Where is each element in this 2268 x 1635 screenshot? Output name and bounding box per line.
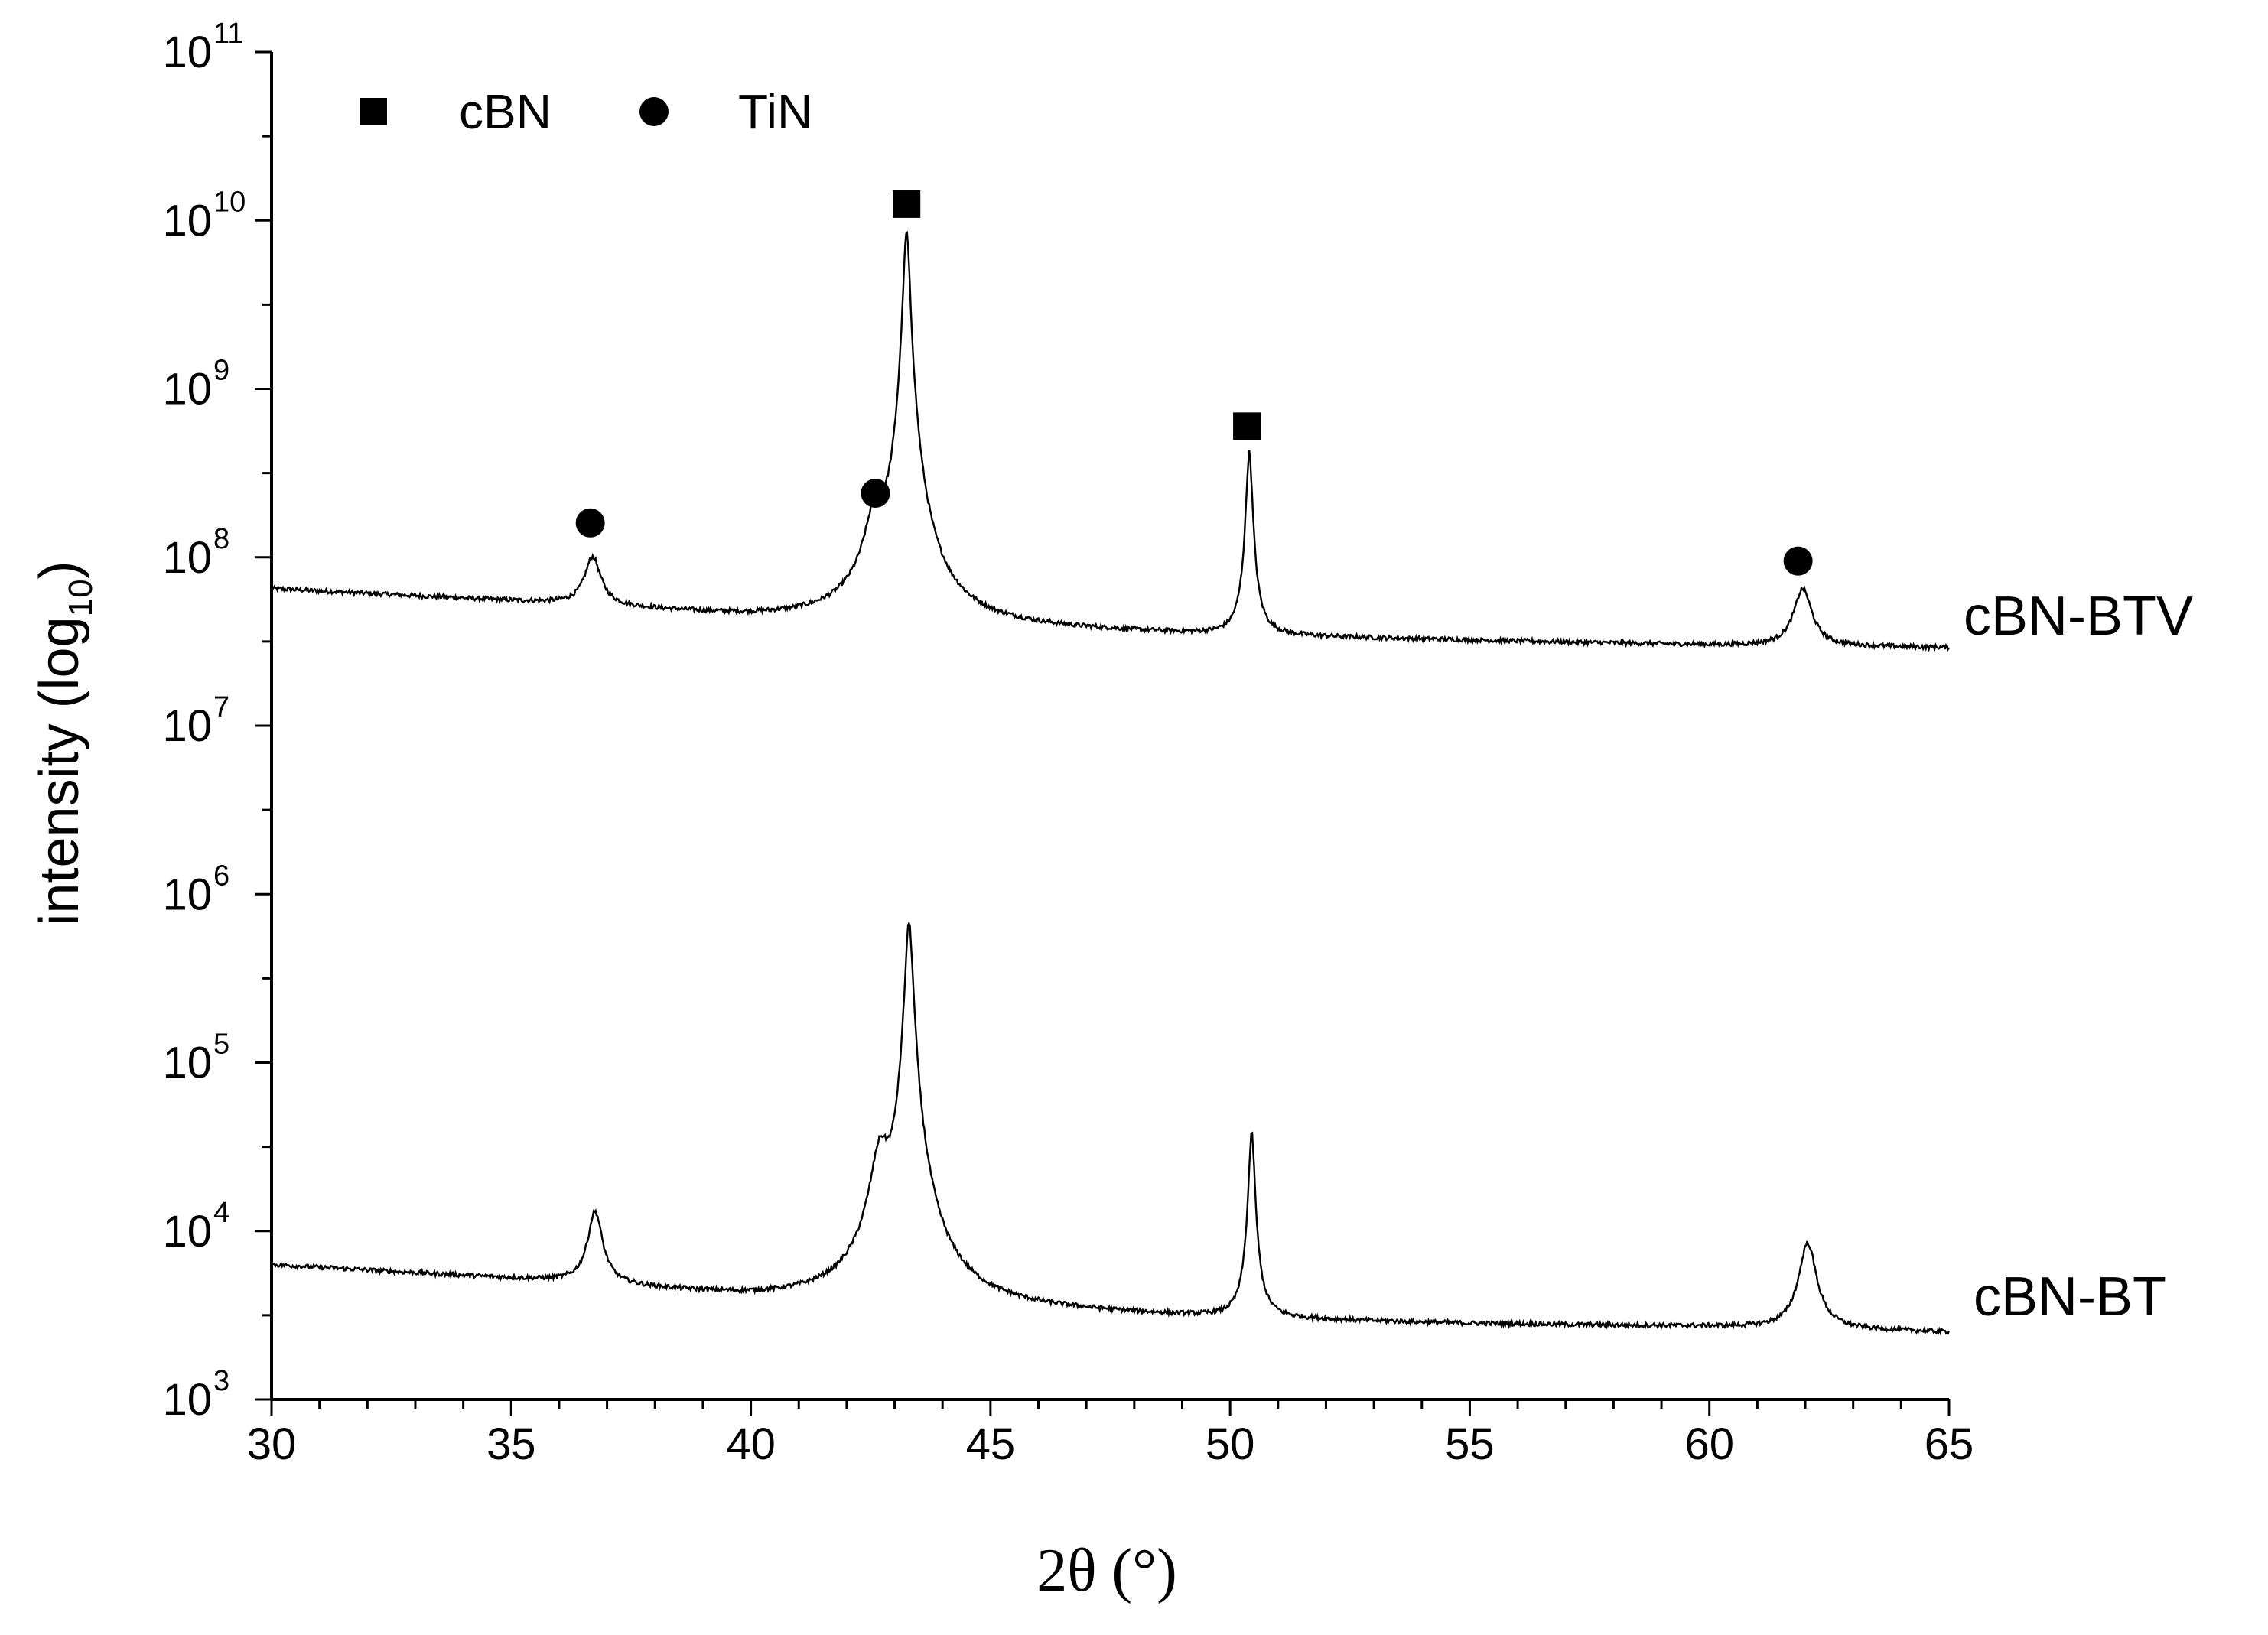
y-tick-label: 10 — [162, 1207, 212, 1256]
legend-label-cbn: cBN — [459, 84, 552, 139]
series-line-cbn-bt — [270, 921, 1951, 1336]
tin-peak-marker — [1783, 546, 1813, 576]
series-label-cbn-btv: cBN-BTV — [1964, 586, 2193, 647]
x-tick-label: 30 — [247, 1419, 297, 1469]
y-tick-exponent: 3 — [213, 1365, 229, 1397]
x-tick-label: 55 — [1445, 1419, 1495, 1469]
y-tick-label: 10 — [162, 28, 212, 77]
x-axis-title: 2θ (°) — [1036, 1537, 1177, 1604]
y-tick-exponent: 4 — [213, 1197, 229, 1229]
legend: cBN TiN — [360, 84, 812, 139]
y-tick-label: 10 — [162, 701, 212, 751]
y-tick-label: 10 — [162, 1375, 212, 1425]
cbn-peak-marker — [1233, 412, 1261, 440]
x-axis: 30 35 40 45 50 55 60 65 — [247, 1398, 1974, 1469]
y-tick-exponent: 5 — [213, 1029, 229, 1061]
legend-circle-icon — [639, 97, 669, 126]
y-axis-title-close: ) — [29, 561, 90, 579]
y-tick-label: 10 — [162, 365, 212, 414]
y-axis-title-sub: 10 — [62, 579, 99, 616]
series-label-cbn-bt: cBN-BT — [1974, 1266, 2166, 1328]
peak-markers — [575, 190, 1813, 576]
y-axis-title: intensity (log10) — [29, 561, 99, 925]
y-tick-label: 10 — [162, 870, 212, 919]
y-tick-exponent: 9 — [213, 355, 229, 387]
x-tick-label: 60 — [1684, 1419, 1734, 1469]
x-tick-label: 65 — [1925, 1419, 1974, 1469]
y-tick-label: 10 — [162, 533, 212, 583]
y-tick-exponent: 8 — [213, 523, 229, 555]
series-labels: cBN-BTV cBN-BT — [1964, 586, 2193, 1328]
legend-square-icon — [360, 98, 387, 125]
y-tick-label: 10 — [162, 1039, 212, 1088]
y-tick-exponent: 11 — [213, 18, 243, 50]
y-tick-exponent: 6 — [213, 860, 229, 892]
y-tick-exponent: 10 — [213, 186, 246, 218]
tin-peak-marker — [861, 479, 890, 509]
series-line-cbn-btv — [270, 230, 1950, 652]
y-tick-label: 10 — [162, 196, 212, 245]
series-layer — [270, 230, 1951, 1336]
y-axis-title-main: intensity (log — [29, 616, 90, 925]
tin-peak-marker — [575, 508, 605, 538]
cbn-peak-marker — [893, 190, 921, 218]
x-tick-label: 35 — [486, 1419, 536, 1469]
x-tick-label: 40 — [726, 1419, 776, 1469]
x-tick-label: 50 — [1206, 1419, 1255, 1469]
y-tick-exponent: 7 — [213, 691, 229, 723]
legend-label-tin: TiN — [738, 84, 812, 139]
x-tick-label: 45 — [966, 1419, 1016, 1469]
